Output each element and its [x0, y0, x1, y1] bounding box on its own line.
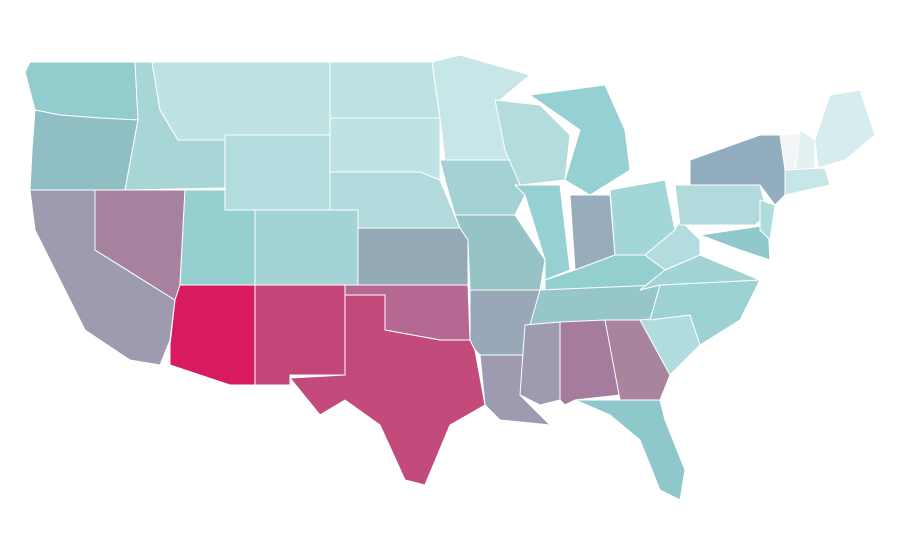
state-region	[357, 227, 469, 286]
state-region	[814, 89, 876, 169]
state-region	[439, 159, 526, 216]
state-region	[519, 321, 561, 406]
state-region	[759, 199, 776, 241]
state-region	[784, 167, 831, 196]
state-region	[29, 109, 139, 191]
state-region	[644, 219, 701, 271]
state-region	[151, 61, 331, 141]
state-region	[254, 209, 359, 286]
state-region	[689, 134, 791, 206]
state-region	[674, 184, 769, 226]
state-region	[224, 134, 331, 211]
state-region	[289, 294, 486, 486]
state-region	[254, 284, 346, 386]
state-region	[639, 254, 761, 291]
state-region	[329, 61, 441, 119]
state-region	[329, 117, 441, 181]
state-region	[574, 399, 686, 501]
state-region	[604, 319, 671, 401]
state-region	[169, 284, 256, 386]
state-region	[529, 284, 661, 326]
state-region	[529, 84, 631, 196]
state-region	[699, 224, 771, 261]
